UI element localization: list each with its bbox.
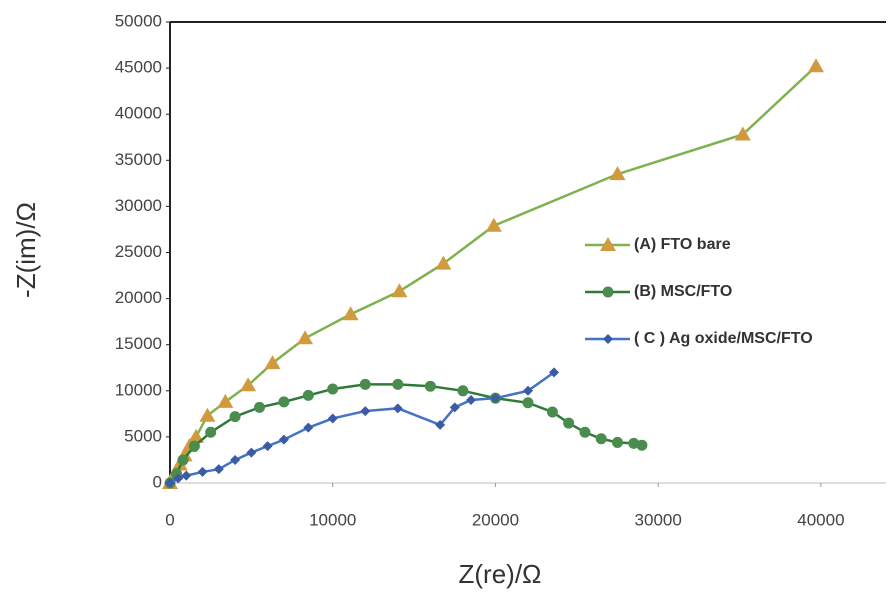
y-tick-label: 10000	[115, 380, 162, 399]
y-tick-label: 45000	[115, 58, 162, 77]
series-line	[170, 372, 554, 483]
data-point	[523, 397, 534, 408]
data-point	[360, 406, 370, 416]
data-point	[297, 330, 313, 344]
data-point	[327, 383, 338, 394]
data-point	[230, 455, 240, 465]
y-tick-label: 5000	[124, 426, 162, 445]
data-point	[612, 437, 623, 448]
y-axis-title: -Z(im)/Ω	[11, 202, 41, 298]
y-tick-label: 15000	[115, 334, 162, 353]
data-point	[328, 413, 338, 423]
data-point	[343, 306, 359, 320]
x-axis-title: Z(re)/Ω	[459, 559, 542, 589]
data-point	[636, 440, 647, 451]
data-point	[579, 427, 590, 438]
data-point	[360, 379, 371, 390]
data-point	[205, 427, 216, 438]
x-tick-label: 40000	[797, 510, 844, 529]
y-tick-label: 30000	[115, 196, 162, 215]
legend-label: (A) FTO bare	[634, 236, 731, 253]
data-point	[563, 418, 574, 429]
chart: Z(re)/Ω -Z(im)/Ω 0 5000 10000 15000 20000 250…	[0, 0, 890, 594]
series-line	[170, 384, 642, 483]
data-point	[217, 394, 233, 408]
x-tick-label: 0	[165, 510, 174, 529]
data-point	[278, 396, 289, 407]
legend-marker	[603, 287, 614, 298]
data-point	[246, 448, 256, 458]
y-tick-label: 0	[153, 472, 162, 491]
data-point	[214, 464, 224, 474]
data-point	[303, 390, 314, 401]
x-tick-label: 20000	[472, 510, 519, 529]
data-point	[596, 433, 607, 444]
series-line	[170, 66, 816, 483]
data-point	[466, 395, 476, 405]
data-point	[435, 256, 451, 270]
legend-label: ( C ) Ag oxide/MSC/FTO	[634, 330, 813, 347]
data-point	[425, 381, 436, 392]
legend-label: (B) MSC/FTO	[634, 283, 732, 300]
y-tick-label: 40000	[115, 104, 162, 123]
data-point	[279, 435, 289, 445]
data-point	[254, 402, 265, 413]
data-point	[265, 355, 281, 369]
y-tick-label: 20000	[115, 288, 162, 307]
data-point	[181, 471, 191, 481]
data-point	[547, 407, 558, 418]
data-point	[808, 58, 824, 72]
data-point	[189, 441, 200, 452]
data-point	[178, 454, 189, 465]
data-point	[263, 441, 273, 451]
x-tick-label: 10000	[309, 510, 356, 529]
y-tick-label: 50000	[115, 11, 162, 30]
data-point	[303, 423, 313, 433]
y-tick-label: 35000	[115, 150, 162, 169]
data-point	[393, 403, 403, 413]
legend-marker	[603, 334, 613, 344]
data-point	[457, 385, 468, 396]
data-point	[230, 411, 241, 422]
data-point	[198, 467, 208, 477]
data-point	[392, 379, 403, 390]
x-tick-label: 30000	[635, 510, 682, 529]
y-tick-label: 25000	[115, 242, 162, 261]
data-point	[391, 283, 407, 297]
